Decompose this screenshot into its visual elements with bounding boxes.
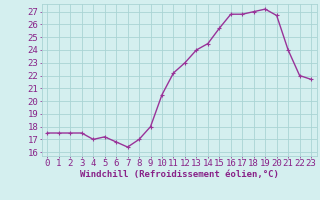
X-axis label: Windchill (Refroidissement éolien,°C): Windchill (Refroidissement éolien,°C)	[80, 170, 279, 179]
